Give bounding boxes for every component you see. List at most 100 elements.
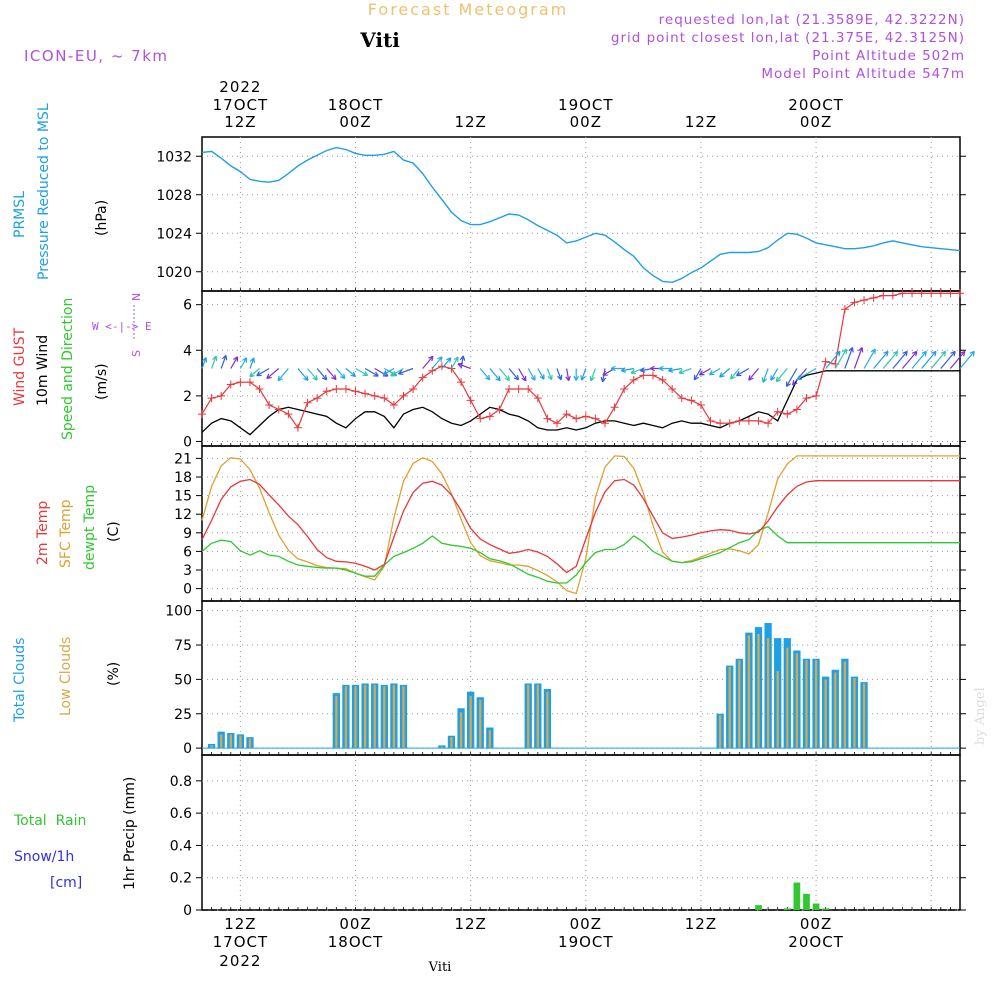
gust-marker bbox=[677, 394, 686, 403]
pressure-panel-labels: PRMSL Pressure Reduced to MSL (hPa) bbox=[12, 103, 110, 280]
wind-direction-arrow bbox=[620, 367, 634, 373]
wind-direction-arrow bbox=[735, 367, 750, 377]
bottom-time-label: 17OCT bbox=[213, 933, 269, 951]
bottom-time-label: 00Z bbox=[570, 915, 602, 933]
low-cloud-bar bbox=[402, 686, 405, 749]
gust-marker bbox=[716, 419, 725, 428]
gust-marker bbox=[860, 296, 869, 305]
gust-marker bbox=[332, 385, 341, 394]
wind-direction-arrow bbox=[775, 368, 788, 383]
location-title: Viti bbox=[359, 28, 400, 52]
gust-marker bbox=[217, 391, 226, 400]
wind-direction-arrow bbox=[785, 368, 798, 388]
gust-marker bbox=[303, 398, 312, 407]
wind-direction-arrow bbox=[792, 368, 807, 386]
rain-bar bbox=[793, 882, 801, 910]
wind-direction-arrow bbox=[431, 356, 443, 369]
gust-marker bbox=[888, 291, 897, 300]
wind-direction-arrow bbox=[949, 350, 966, 369]
gust-label: Wind GUST bbox=[12, 327, 28, 406]
gust-marker bbox=[322, 387, 331, 396]
top-time-label: 19OCT bbox=[558, 96, 614, 114]
pressure-ytick-label: 1024 bbox=[156, 226, 192, 242]
gust-marker bbox=[629, 375, 638, 384]
pressure-ytick-label: 1032 bbox=[156, 149, 192, 165]
wind-direction-arrow bbox=[230, 356, 239, 369]
wind-direction-arrow bbox=[882, 350, 899, 369]
gust-marker bbox=[773, 407, 782, 416]
wind-direction-arrow bbox=[518, 368, 527, 382]
wind-direction-arrow bbox=[390, 367, 404, 377]
wind-direction-arrow bbox=[693, 368, 702, 381]
speed-direction-label: Speed and Direction bbox=[60, 298, 76, 440]
t2m-line bbox=[201, 478, 960, 574]
panels-layer: 1020102410281032024603691215182102550751… bbox=[156, 136, 975, 919]
wind-direction-arrow bbox=[863, 348, 876, 369]
wind-direction-arrow bbox=[345, 368, 356, 378]
low-cloud-bar bbox=[229, 734, 232, 749]
wind-direction-arrow bbox=[220, 354, 228, 369]
temperature-ytick-label: 21 bbox=[174, 451, 192, 467]
gust-marker bbox=[639, 371, 648, 380]
gust-marker bbox=[620, 385, 629, 394]
wind-direction-arrow bbox=[479, 368, 491, 381]
gust-marker bbox=[543, 414, 552, 423]
temperature-ytick-label: 15 bbox=[174, 489, 192, 505]
temperature-ytick-label: 6 bbox=[183, 544, 192, 560]
wind-direction-arrow bbox=[355, 367, 369, 377]
compass-south: S bbox=[130, 350, 143, 357]
t2m-label: 2m Temp bbox=[35, 501, 51, 565]
total-rain-label: Total Rain bbox=[13, 813, 86, 829]
low-cloud-bar bbox=[766, 638, 770, 749]
gust-marker bbox=[936, 289, 945, 298]
wind-ytick-label: 6 bbox=[183, 298, 192, 314]
gust-marker bbox=[706, 416, 715, 425]
gust-marker bbox=[284, 410, 293, 419]
wind-direction-arrow bbox=[527, 368, 536, 381]
wind-direction-arrow bbox=[201, 357, 208, 369]
temperature-ytick-label: 0 bbox=[183, 582, 192, 598]
pressure-frame bbox=[201, 136, 961, 292]
gust-marker bbox=[898, 289, 907, 298]
wind-direction-arrow bbox=[589, 368, 596, 382]
low-cloud-bar bbox=[248, 738, 252, 749]
low-cloud-bar bbox=[853, 678, 856, 749]
low-cloud-bar bbox=[335, 695, 338, 749]
gust-marker bbox=[274, 405, 283, 414]
wind-direction-arrow bbox=[853, 347, 864, 369]
gust-marker bbox=[956, 289, 964, 298]
low-cloud-bar bbox=[459, 712, 463, 749]
wind-direction-arrow bbox=[610, 365, 625, 372]
wind-direction-arrow bbox=[834, 348, 848, 369]
precip-axis-label: 1hr Precip (mm) bbox=[122, 777, 138, 890]
wind-direction-arrow bbox=[959, 350, 975, 369]
gust-marker bbox=[505, 385, 514, 394]
gust-marker bbox=[687, 396, 696, 405]
low-cloud-bar bbox=[469, 695, 472, 749]
gust-marker bbox=[668, 385, 677, 394]
point-altitude: Point Altitude 502m bbox=[812, 48, 965, 64]
wind-direction-arrow bbox=[249, 368, 260, 378]
wind-direction-arrow bbox=[556, 368, 563, 381]
gust-marker bbox=[600, 419, 609, 428]
top-time-label: 00Z bbox=[800, 113, 832, 131]
wind-direction-arrow bbox=[489, 368, 501, 382]
model-altitude: Model Point Altitude 547m bbox=[761, 66, 965, 82]
wind-direction-arrow bbox=[825, 350, 841, 369]
low-cloud-bar bbox=[354, 686, 357, 749]
compass-north: N bbox=[130, 293, 143, 301]
bottom-time-label: 2022 bbox=[219, 952, 261, 970]
chart-title: Forecast Meteogram bbox=[368, 0, 568, 19]
temperature-ytick-label: 3 bbox=[183, 563, 192, 579]
pressure-ytick-label: 1020 bbox=[156, 265, 192, 281]
gust-marker bbox=[457, 378, 466, 387]
low-cloud-bar bbox=[862, 683, 866, 749]
low-cloud-bar bbox=[814, 660, 818, 749]
gust-marker bbox=[198, 410, 206, 419]
low-cloud-bar bbox=[210, 745, 213, 749]
low-cloud-bar bbox=[440, 746, 444, 749]
wind-direction-arrow bbox=[307, 368, 318, 381]
gust-marker bbox=[524, 385, 533, 394]
gust-marker bbox=[696, 400, 705, 409]
